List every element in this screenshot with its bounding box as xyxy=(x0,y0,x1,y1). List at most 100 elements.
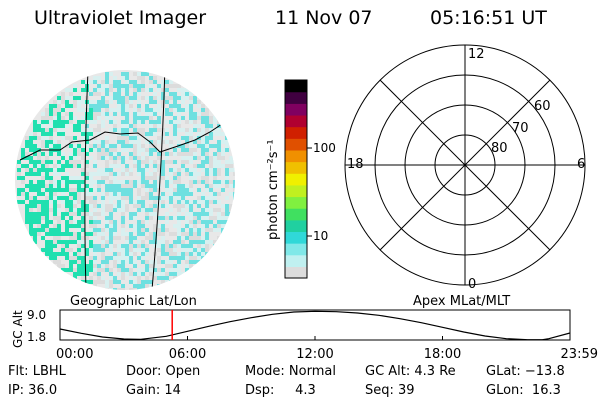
image-pixel xyxy=(121,128,125,132)
image-pixel xyxy=(53,204,57,208)
image-pixel xyxy=(133,88,137,92)
image-pixel xyxy=(137,120,141,124)
image-pixel xyxy=(169,168,173,172)
image-pixel xyxy=(97,104,101,108)
image-pixel xyxy=(169,244,173,248)
image-pixel xyxy=(125,180,129,184)
image-pixel xyxy=(189,208,193,212)
image-pixel xyxy=(97,112,101,116)
image-pixel xyxy=(121,252,125,256)
image-pixel xyxy=(181,116,185,120)
image-pixel xyxy=(85,252,89,256)
image-pixel xyxy=(85,164,89,168)
image-pixel xyxy=(169,152,173,156)
image-pixel xyxy=(161,268,165,272)
image-pixel xyxy=(101,112,105,116)
image-pixel xyxy=(93,188,97,192)
image-pixel xyxy=(177,252,181,256)
image-pixel xyxy=(137,268,141,272)
image-pixel xyxy=(149,148,153,152)
image-pixel xyxy=(221,204,225,208)
image-pixel xyxy=(225,168,229,172)
colorbar-cell xyxy=(285,243,307,256)
image-pixel xyxy=(97,248,101,252)
image-pixel xyxy=(77,260,81,264)
image-pixel xyxy=(117,156,121,160)
image-pixel xyxy=(105,168,109,172)
image-pixel xyxy=(101,172,105,176)
image-pixel xyxy=(205,108,209,112)
meridian-line xyxy=(84,70,89,290)
image-pixel xyxy=(93,120,97,124)
image-pixel xyxy=(61,264,65,268)
image-pixel xyxy=(169,268,173,272)
image-pixel xyxy=(77,120,81,124)
image-pixel xyxy=(225,172,229,176)
image-pixel xyxy=(221,164,225,168)
image-pixel xyxy=(57,240,61,244)
image-pixel xyxy=(161,104,165,108)
image-pixel xyxy=(105,164,109,168)
image-pixel xyxy=(109,256,113,260)
image-pixel xyxy=(197,248,201,252)
image-pixel xyxy=(53,164,57,168)
image-pixel xyxy=(101,268,105,272)
image-pixel xyxy=(37,172,41,176)
image-pixel xyxy=(17,172,21,176)
image-pixel xyxy=(77,200,81,204)
image-pixel xyxy=(93,256,97,260)
image-pixel xyxy=(125,108,129,112)
colorbar-cell xyxy=(285,196,307,209)
image-pixel xyxy=(69,160,73,164)
image-pixel xyxy=(181,164,185,168)
image-pixel xyxy=(173,120,177,124)
image-pixel xyxy=(169,264,173,268)
image-pixel xyxy=(129,232,133,236)
image-pixel xyxy=(205,208,209,212)
image-pixel xyxy=(77,268,81,272)
image-pixel xyxy=(61,232,65,236)
image-pixel xyxy=(209,128,213,132)
ip-value: IP: 36.0 xyxy=(8,383,57,398)
image-pixel xyxy=(81,260,85,264)
image-pixel xyxy=(73,256,77,260)
image-pixel xyxy=(169,188,173,192)
image-pixel xyxy=(121,260,125,264)
image-pixel xyxy=(193,116,197,120)
image-pixel xyxy=(77,188,81,192)
image-pixel xyxy=(233,196,235,200)
image-pixel xyxy=(145,136,149,140)
image-pixel xyxy=(101,96,105,100)
image-pixel xyxy=(61,176,65,180)
image-pixel xyxy=(141,228,145,232)
image-pixel xyxy=(205,148,209,152)
image-pixel xyxy=(177,228,181,232)
image-pixel xyxy=(73,192,77,196)
image-pixel xyxy=(69,232,73,236)
image-pixel xyxy=(137,256,141,260)
image-pixel xyxy=(185,96,189,100)
image-pixel xyxy=(125,168,129,172)
image-pixel xyxy=(217,212,221,216)
image-pixel xyxy=(165,100,169,104)
image-pixel xyxy=(145,244,149,248)
image-pixel xyxy=(141,284,145,288)
image-pixel xyxy=(129,144,133,148)
image-pixel xyxy=(145,160,149,164)
image-pixel xyxy=(29,220,33,224)
colorbar-cell xyxy=(285,103,307,116)
image-pixel xyxy=(45,228,49,232)
image-pixel xyxy=(25,156,29,160)
image-pixel xyxy=(81,100,85,104)
image-pixel xyxy=(57,116,61,120)
image-pixel xyxy=(173,116,177,120)
image-pixel xyxy=(133,216,137,220)
image-pixel xyxy=(209,208,213,212)
image-pixel xyxy=(209,132,213,136)
image-pixel xyxy=(57,112,61,116)
image-pixel xyxy=(157,124,161,128)
image-pixel xyxy=(189,216,193,220)
gain-value: Gain: 14 xyxy=(126,383,181,398)
image-pixel xyxy=(125,148,129,152)
image-pixel xyxy=(197,180,201,184)
